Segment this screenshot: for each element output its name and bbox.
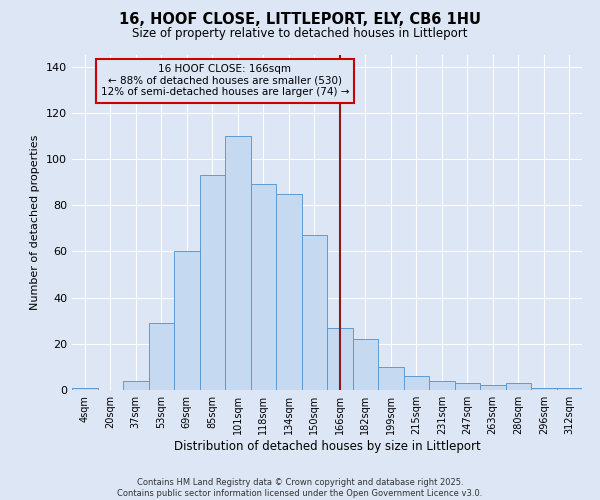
Bar [174, 252, 199, 390]
Bar [480, 386, 505, 390]
Bar [199, 175, 225, 390]
Bar [327, 328, 353, 390]
Bar [429, 381, 455, 390]
X-axis label: Distribution of detached houses by size in Littleport: Distribution of detached houses by size … [173, 440, 481, 453]
Text: Size of property relative to detached houses in Littleport: Size of property relative to detached ho… [132, 28, 468, 40]
Bar [531, 388, 557, 390]
Bar [557, 388, 582, 390]
Bar [276, 194, 302, 390]
Bar [404, 376, 429, 390]
Text: Contains HM Land Registry data © Crown copyright and database right 2025.
Contai: Contains HM Land Registry data © Crown c… [118, 478, 482, 498]
Bar [72, 388, 97, 390]
Bar [505, 383, 531, 390]
Text: 16, HOOF CLOSE, LITTLEPORT, ELY, CB6 1HU: 16, HOOF CLOSE, LITTLEPORT, ELY, CB6 1HU [119, 12, 481, 28]
Bar [123, 381, 149, 390]
Text: 16 HOOF CLOSE: 166sqm
← 88% of detached houses are smaller (530)
12% of semi-det: 16 HOOF CLOSE: 166sqm ← 88% of detached … [101, 64, 349, 98]
Bar [353, 339, 378, 390]
Bar [225, 136, 251, 390]
Bar [251, 184, 276, 390]
Bar [302, 235, 327, 390]
Bar [378, 367, 404, 390]
Bar [455, 383, 480, 390]
Y-axis label: Number of detached properties: Number of detached properties [31, 135, 40, 310]
Bar [149, 323, 174, 390]
